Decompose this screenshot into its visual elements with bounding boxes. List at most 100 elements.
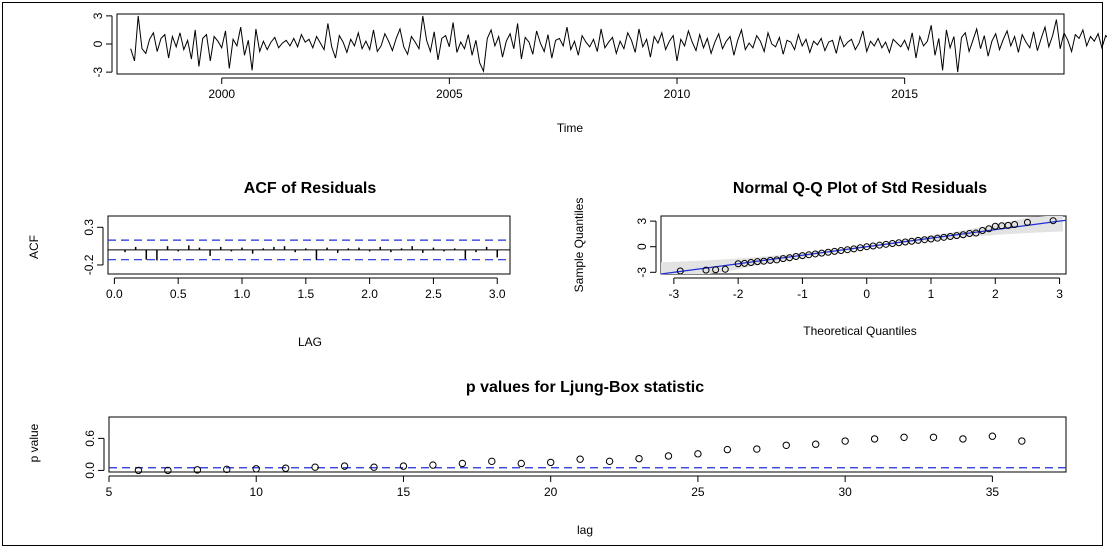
qq-point <box>712 266 720 274</box>
acf-panel: ACF of Residuals LAG ACF 0.0 0.5 1.0 1.5 2.0… <box>27 180 511 349</box>
timeseries-plot-frame <box>116 13 1065 75</box>
acf-plot-frame <box>107 215 511 275</box>
ljungbox-point <box>193 466 202 474</box>
qq-point <box>824 248 832 256</box>
qq-point <box>1011 221 1019 229</box>
acf-x-tick-label: 1.0 <box>234 287 251 301</box>
qq-point <box>773 256 781 264</box>
acf-x-tick-label: 0.0 <box>106 287 123 301</box>
timeseries-xlabel: Time <box>557 121 584 135</box>
ljungbox-point <box>753 445 761 453</box>
qq-point <box>901 238 909 246</box>
ljungbox-x-tick-label: 25 <box>691 485 705 499</box>
qq-point <box>940 233 948 241</box>
qq-x-tick-label: 1 <box>928 287 935 301</box>
acf-title: ACF of Residuals <box>244 180 377 197</box>
qq-point <box>972 229 980 237</box>
ljungbox-point <box>1018 437 1026 445</box>
qq-point <box>798 252 806 260</box>
qq-xlabel: Theoretical Quantiles <box>803 324 916 338</box>
qq-point <box>676 267 684 275</box>
qq-point <box>843 246 851 254</box>
ljungbox-point <box>223 465 231 474</box>
acf-xlabel: LAG <box>298 335 322 349</box>
ljungbox-x-tick-label: 30 <box>838 485 852 499</box>
qq-point <box>805 251 813 259</box>
qq-point <box>882 240 890 248</box>
residual-series-line <box>130 15 1107 74</box>
ljungbox-point <box>399 462 408 470</box>
ljungbox-point <box>164 466 172 475</box>
ljungbox-point <box>252 465 260 473</box>
timeseries-y-tick-label: -3 <box>91 66 105 77</box>
ljungbox-y-tick-label: 0.0 <box>83 462 97 479</box>
ljungbox-x-tick-label: 20 <box>544 485 558 499</box>
acf-ylabel: ACF <box>27 235 41 259</box>
ljungbox-point <box>635 454 643 463</box>
qq-x-tick-label: -3 <box>669 287 680 301</box>
qq-point <box>1004 221 1012 229</box>
ljungbox-point <box>517 459 525 468</box>
ljungbox-point <box>340 462 349 470</box>
qq-point <box>792 253 800 261</box>
ljungbox-point <box>812 440 820 448</box>
ljungbox-point <box>929 433 938 441</box>
ljungbox-x-tick-label: 15 <box>397 485 411 499</box>
acf-x-tick-label: 2.5 <box>425 287 442 301</box>
ljungbox-point <box>605 457 614 466</box>
acf-x-tick-label: 2.0 <box>361 287 378 301</box>
ljungbox-title: p values for Ljung-Box statistic <box>466 379 704 396</box>
qq-point <box>985 225 993 233</box>
qq-point <box>895 239 903 247</box>
ljungbox-point <box>429 461 437 469</box>
qq-point <box>747 258 755 266</box>
qq-point <box>702 266 710 274</box>
qq-point <box>953 232 961 240</box>
qq-point <box>927 235 935 243</box>
qq-point <box>933 234 941 242</box>
ljungbox-point <box>311 463 319 471</box>
qq-point <box>908 237 916 245</box>
ljungbox-point <box>576 455 584 463</box>
ljungbox-panel: p values for Ljung-Box statistic lag p v… <box>27 379 1067 537</box>
ljungbox-point <box>723 445 732 454</box>
ljungbox-x-tick-label: 5 <box>106 485 113 499</box>
timeseries-x-tick-label: 2010 <box>664 87 691 101</box>
ljungbox-plot-frame <box>108 416 1067 473</box>
ljungbox-point <box>694 450 702 458</box>
qq-point <box>959 231 967 239</box>
qq-y-tick-label: 0 <box>635 243 649 250</box>
ljungbox-x-tick-label: 10 <box>250 485 264 499</box>
qq-point <box>786 254 794 262</box>
timeseries-y-tick-label: 0 <box>91 40 105 47</box>
ljungbox-point <box>900 433 908 441</box>
qq-point <box>721 265 729 273</box>
ljungbox-xlabel: lag <box>577 523 593 537</box>
qq-point <box>779 255 787 263</box>
ljungbox-point <box>546 458 555 467</box>
qq-x-tick-label: 0 <box>863 287 870 301</box>
qq-point <box>831 247 839 255</box>
qq-point <box>946 232 954 240</box>
qq-point <box>1049 217 1057 225</box>
qq-point <box>741 259 749 267</box>
qq-point <box>869 242 877 250</box>
ljungbox-point <box>458 459 467 468</box>
ljungbox-point <box>782 441 790 450</box>
ljungbox-point <box>281 464 290 472</box>
qq-y-tick-label: 3 <box>635 217 649 224</box>
qq-x-tick-label: -2 <box>733 287 744 301</box>
qq-point <box>1023 218 1031 226</box>
ljungbox-x-tick-label: 35 <box>986 485 1000 499</box>
timeseries-x-tick-label: 2015 <box>891 87 918 101</box>
ljungbox-ylabel: p value <box>27 423 41 462</box>
qq-point <box>837 247 845 255</box>
qq-ylabel: Sample Quantiles <box>572 198 586 293</box>
ljungbox-point <box>988 432 997 440</box>
qq-plot-frame <box>660 215 1067 275</box>
qq-y-tick-label: -3 <box>635 267 649 278</box>
timeseries-y-tick-label: 3 <box>91 12 105 19</box>
acf-x-tick-label: 1.5 <box>297 287 314 301</box>
qq-title: Normal Q-Q Plot of Std Residuals <box>733 180 987 197</box>
